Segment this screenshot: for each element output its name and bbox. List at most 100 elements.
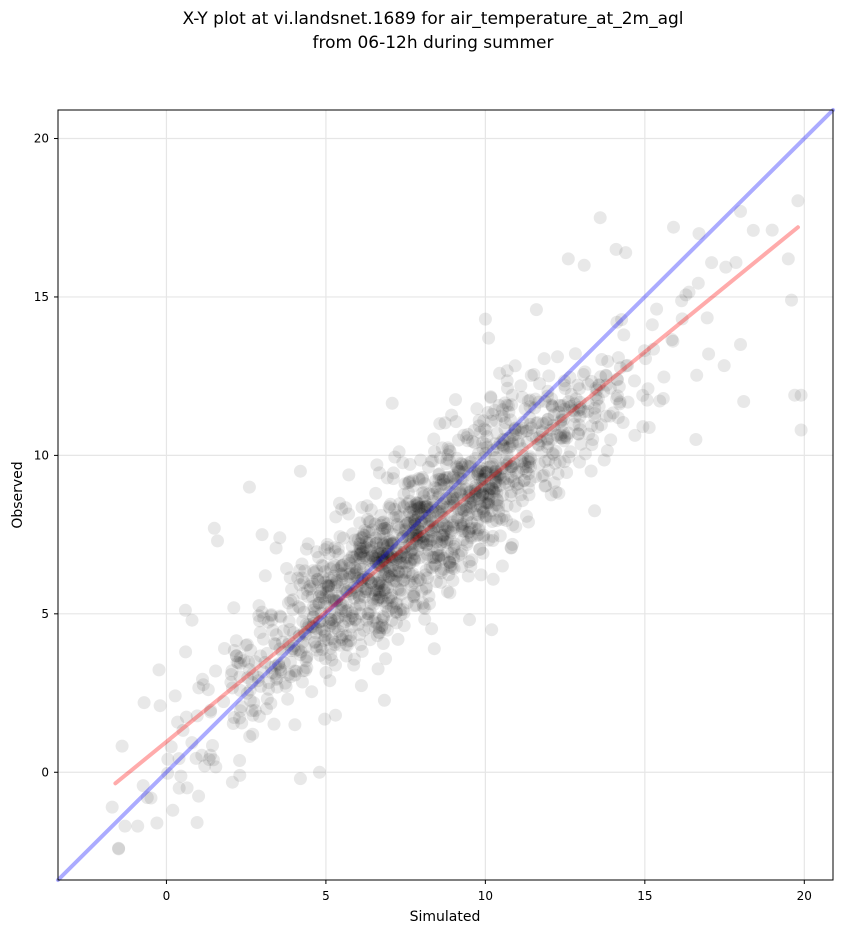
data-point [765,223,779,237]
data-point [369,549,383,563]
data-point [477,504,491,518]
data-point [196,672,209,686]
data-point [482,497,496,511]
data-point [509,428,523,442]
data-point [377,547,390,561]
data-point [436,533,450,546]
data-point [470,467,484,480]
data-point [399,518,413,532]
data-point [397,606,411,620]
data-point [195,748,209,762]
data-point [389,508,403,522]
data-point [520,509,533,523]
data-point [538,479,552,493]
data-point [377,537,390,551]
data-point [471,465,485,479]
data-point [377,693,391,707]
data-point [327,619,340,633]
data-point [378,551,391,565]
data-point [286,593,300,607]
data-point [233,768,247,782]
data-point [375,522,389,536]
data-point [493,436,507,450]
data-point [443,492,457,506]
data-point [394,549,408,563]
data-point [333,530,347,544]
data-point [411,510,425,523]
data-point [456,533,470,547]
data-point [470,529,484,543]
data-point [440,536,454,549]
data-point [421,517,435,531]
data-point [385,601,398,615]
data-point [595,353,609,366]
data-point [442,485,456,499]
data-point [389,597,403,611]
data-point [330,573,344,587]
data-point [300,650,314,664]
data-point [472,508,486,522]
data-point [537,468,551,482]
data-point [417,536,431,549]
data-point [539,416,553,430]
data-point [328,541,342,555]
data-point [488,437,502,451]
data-point [541,412,555,426]
data-point [489,414,503,428]
data-point [348,533,362,547]
chart-title-line2: from 06-12h during summer [313,33,554,53]
data-point [234,651,247,665]
data-point [376,546,390,560]
data-point [346,527,360,541]
data-point [327,569,341,583]
data-point [514,379,528,393]
data-point [488,472,502,485]
data-point [509,520,523,534]
data-point [292,630,306,643]
data-point [462,489,476,503]
data-point [447,496,461,510]
data-point [454,518,468,532]
data-point [455,520,469,534]
data-point [450,491,464,505]
data-point [392,565,406,579]
data-point [345,566,359,580]
data-point [409,534,423,548]
data-point [463,522,477,536]
data-point [452,464,465,478]
data-point [478,490,492,504]
data-point [484,390,498,404]
data-point [344,628,358,642]
data-point [386,600,400,614]
data-point [404,578,418,592]
data-point [245,676,259,689]
data-point [535,424,549,438]
data-point [281,596,295,610]
data-point [322,578,336,592]
data-point [451,472,465,485]
data-point [619,359,633,373]
data-point [382,569,396,583]
data-point [613,361,627,375]
data-point [243,663,256,676]
data-point [397,556,411,570]
data-point [401,516,415,530]
data-point [516,415,530,429]
data-point [316,590,329,604]
data-point [518,402,532,416]
data-point [501,399,515,413]
data-point [351,533,365,547]
data-point [402,530,416,544]
data-point [274,663,288,677]
data-point [547,448,561,462]
data-point [446,491,460,505]
data-point [546,400,559,414]
data-point [463,613,476,627]
data-point [476,436,490,449]
data-point [492,398,506,412]
data-point [339,649,353,663]
data-point [468,521,482,535]
data-point [218,642,231,655]
data-point [268,667,282,681]
data-point [316,571,330,585]
